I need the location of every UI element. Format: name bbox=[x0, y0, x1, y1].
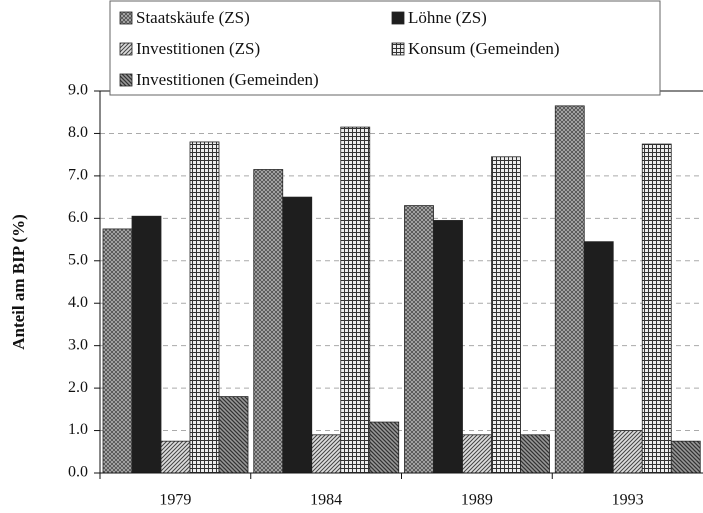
bar bbox=[462, 434, 492, 474]
bar bbox=[102, 228, 133, 474]
y-tick-label: 2.0 bbox=[68, 379, 88, 396]
legend-swatch bbox=[391, 11, 405, 25]
legend-box bbox=[109, 0, 661, 96]
bar bbox=[641, 143, 672, 474]
bar bbox=[253, 169, 284, 474]
legend-swatch bbox=[119, 42, 133, 56]
y-tick-label: 5.0 bbox=[68, 251, 88, 268]
legend-label: Investitionen (ZS) bbox=[136, 39, 260, 58]
bar bbox=[433, 220, 463, 474]
bar bbox=[218, 396, 249, 474]
y-tick-label: 1.0 bbox=[68, 421, 88, 438]
y-axis-label: Anteil am BIP (%) bbox=[9, 214, 28, 350]
legend-swatch bbox=[119, 11, 133, 25]
x-tick-label: 1993 bbox=[612, 492, 644, 509]
legend-swatch bbox=[119, 73, 133, 87]
legend-label: Investitionen (Gemeinden) bbox=[136, 70, 319, 89]
bar bbox=[612, 430, 643, 474]
x-tick-label: 1989 bbox=[461, 492, 493, 509]
y-tick-label: 6.0 bbox=[68, 209, 88, 226]
legend-label: Konsum (Gemeinden) bbox=[408, 39, 560, 58]
bar bbox=[670, 440, 701, 474]
y-tick-label: 3.0 bbox=[68, 336, 88, 353]
bar bbox=[189, 141, 220, 474]
y-tick-label: 8.0 bbox=[68, 124, 88, 141]
bar bbox=[340, 126, 371, 474]
bar bbox=[160, 440, 191, 474]
bar bbox=[404, 205, 434, 474]
y-tick-label: 4.0 bbox=[68, 294, 88, 311]
bar bbox=[583, 241, 614, 474]
bar bbox=[311, 434, 342, 474]
bar bbox=[491, 156, 521, 474]
bar bbox=[520, 434, 550, 474]
legend-swatch bbox=[391, 42, 405, 56]
legend-label: Staatskäufe (ZS) bbox=[136, 8, 250, 27]
bar bbox=[554, 105, 585, 474]
bar bbox=[131, 215, 162, 474]
y-tick-label: 7.0 bbox=[68, 167, 88, 184]
legend-label: Löhne (ZS) bbox=[408, 8, 487, 27]
x-tick-label: 1979 bbox=[159, 492, 191, 509]
y-tick-label: 9.0 bbox=[68, 82, 88, 99]
bar bbox=[282, 196, 313, 474]
y-tick-label: 0.0 bbox=[68, 464, 88, 481]
x-tick-label: 1984 bbox=[310, 492, 342, 509]
bar bbox=[369, 421, 400, 474]
